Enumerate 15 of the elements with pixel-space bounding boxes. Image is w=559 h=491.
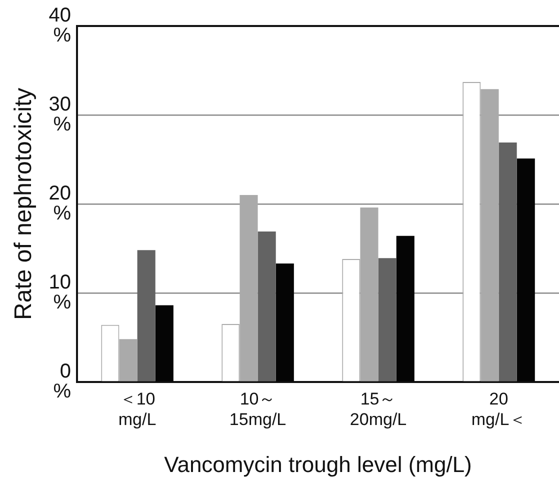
x-tick-label: 15～ 20mg/L bbox=[350, 390, 407, 430]
x-tick-label: 20 mg/L＜ bbox=[471, 390, 526, 430]
x-tick-label: 10～ 15mg/L bbox=[229, 390, 286, 430]
y-tick-label: 20 % bbox=[48, 182, 72, 224]
bar bbox=[258, 231, 276, 382]
x-axis-title: Vancomycin trough level (mg/L) bbox=[164, 452, 472, 477]
y-tick-label: 0 % bbox=[53, 360, 72, 402]
y-axis-title: Rate of nephrotoxicity bbox=[10, 88, 38, 320]
y-tick-label: 40 % bbox=[48, 4, 72, 47]
x-tick-label: ＜10 mg/L bbox=[118, 390, 156, 430]
bar bbox=[378, 258, 396, 382]
y-tick-label: 10 % bbox=[48, 271, 72, 314]
bar bbox=[137, 250, 156, 382]
bar bbox=[498, 142, 517, 382]
y-tick-label: 30 % bbox=[48, 93, 72, 136]
